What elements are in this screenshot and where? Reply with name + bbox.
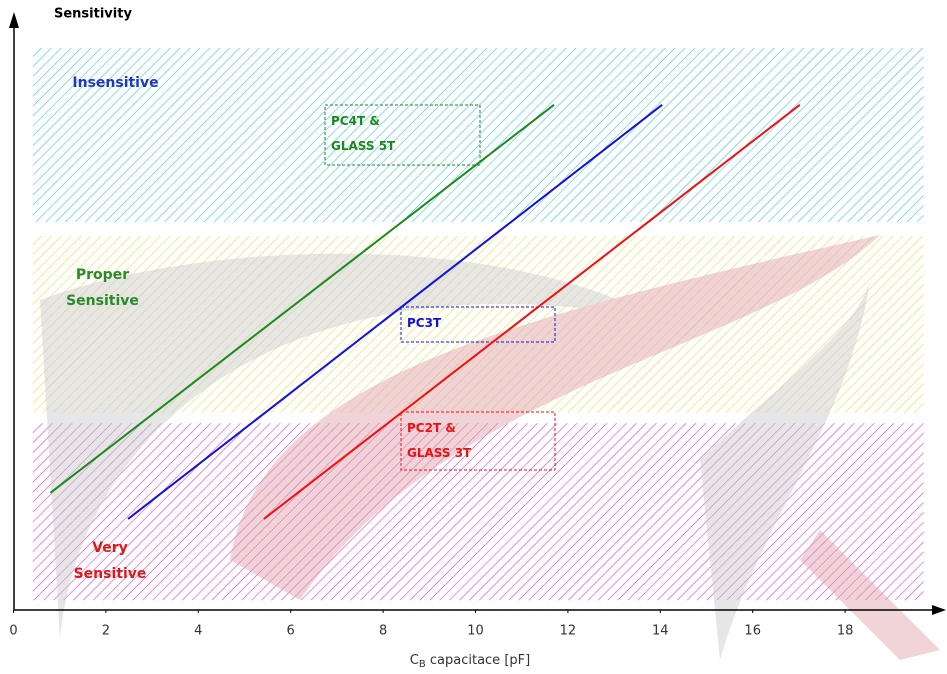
series-line	[49, 104, 555, 494]
y-axis-label: Sensitivity	[54, 7, 132, 22]
x-tick-label: 18	[837, 624, 854, 639]
region-label: Insensitive	[72, 75, 159, 91]
x-tick-label: 2	[102, 624, 110, 639]
region	[32, 423, 924, 601]
watermark	[40, 235, 940, 660]
x-axis-label: CB capacitace [pF]	[410, 653, 530, 671]
note-box	[400, 411, 556, 471]
series-line	[127, 104, 663, 520]
region	[32, 235, 924, 413]
x-arrow	[932, 605, 946, 615]
x-label-main: C	[410, 653, 419, 668]
x-label-rest: capacitace [pF]	[426, 653, 530, 668]
region-label: Very Sensitive	[73, 540, 147, 582]
note-box	[400, 306, 556, 343]
x-label-sub: B	[419, 659, 426, 670]
region-label: Proper Sensitive	[66, 267, 139, 309]
x-tick-label: 8	[379, 624, 387, 639]
x-tick-label: 10	[467, 624, 484, 639]
series-name: PC4T & GLASS 5T	[331, 114, 396, 153]
y-arrow	[9, 12, 19, 28]
region	[32, 47, 924, 222]
note-box	[324, 104, 481, 166]
x-tick-label: 0	[9, 624, 17, 639]
x-tick-label: 12	[560, 624, 577, 639]
x-tick-label: 6	[287, 624, 295, 639]
series-line	[263, 104, 801, 520]
x-tick-label: 4	[194, 624, 202, 639]
series-name: PC3T	[407, 316, 442, 330]
series-name: PC2T & GLASS 3T	[407, 421, 472, 460]
x-tick-label: 16	[744, 624, 761, 639]
x-tick-label: 14	[652, 624, 669, 639]
